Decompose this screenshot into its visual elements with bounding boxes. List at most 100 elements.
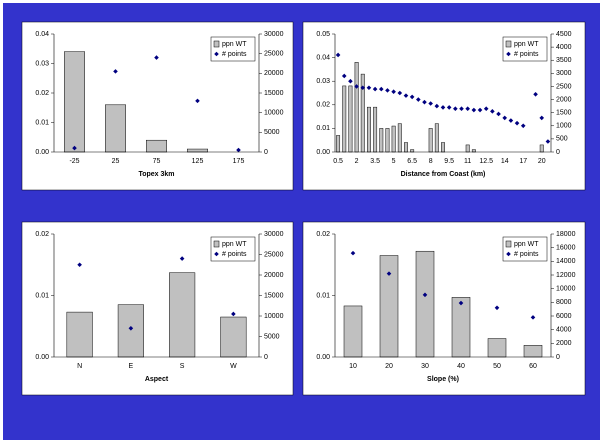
x-tick-label: 0.5 xyxy=(333,158,343,165)
point xyxy=(231,311,236,317)
point xyxy=(496,111,501,117)
bar xyxy=(169,272,196,358)
point xyxy=(520,123,526,129)
bar xyxy=(105,104,126,153)
x-tick-label: 6.5 xyxy=(407,158,417,165)
x-tick-label: 30 xyxy=(421,363,429,370)
point xyxy=(545,139,551,144)
point xyxy=(422,292,428,298)
bar xyxy=(471,149,476,153)
x-axis-title: Aspect xyxy=(145,376,169,383)
y2-tick-label: 4500 xyxy=(556,31,572,38)
y-tick-label: 0.00 xyxy=(316,149,330,156)
bar xyxy=(187,148,208,153)
point xyxy=(391,89,396,94)
point xyxy=(72,145,77,151)
x-tick-label: 17 xyxy=(519,158,527,165)
bar xyxy=(487,338,507,358)
point xyxy=(179,256,185,261)
bar xyxy=(146,139,167,153)
point xyxy=(409,94,415,100)
x-tick-label: 75 xyxy=(153,158,161,165)
point xyxy=(539,115,545,121)
point xyxy=(354,84,359,89)
point xyxy=(428,101,433,106)
x-tick-label: 5 xyxy=(392,158,396,165)
y-tick-label: 0.04 xyxy=(35,31,49,38)
y-tick-label: 0.00 xyxy=(35,149,49,156)
point xyxy=(533,92,538,97)
x-tick-label: 40 xyxy=(457,363,465,370)
y-tick-label: 0.05 xyxy=(316,31,330,38)
point xyxy=(440,105,446,110)
y-tick-label: 0.01 xyxy=(316,125,330,132)
y2-tick-label: 20000 xyxy=(264,70,284,77)
legend-swatch xyxy=(506,51,511,57)
point xyxy=(490,109,495,114)
legend-swatch xyxy=(214,51,219,57)
bar xyxy=(410,149,415,153)
point xyxy=(360,85,366,91)
legend-label: # points xyxy=(222,251,247,258)
y2-tick-label: 6000 xyxy=(556,313,572,320)
y2-tick-label: 0 xyxy=(556,354,560,361)
legend-label: ppn WT xyxy=(514,241,539,248)
y-tick-label: 0.02 xyxy=(316,231,330,238)
point xyxy=(348,78,353,84)
y2-tick-label: 30000 xyxy=(264,231,284,238)
y2-tick-label: 12000 xyxy=(556,272,576,279)
x-tick-label: 175 xyxy=(233,158,245,165)
y2-tick-label: 25000 xyxy=(264,251,284,258)
point xyxy=(494,305,500,311)
bar xyxy=(220,316,247,358)
y-tick-label: 0.01 xyxy=(35,119,49,126)
y2-tick-label: 0 xyxy=(264,149,268,156)
point xyxy=(77,262,82,268)
point xyxy=(386,271,392,276)
bar xyxy=(348,85,353,153)
point xyxy=(378,86,384,92)
legend-label: ppn WT xyxy=(514,41,539,48)
y-tick-label: 0.02 xyxy=(35,90,49,97)
x-tick-label: 60 xyxy=(529,363,537,370)
point xyxy=(154,55,159,60)
x-tick-label: N xyxy=(77,363,82,370)
y2-tick-label: 20000 xyxy=(264,272,284,279)
y2-tick-label: 10000 xyxy=(556,286,576,293)
y2-tick-label: 18000 xyxy=(556,231,576,238)
point xyxy=(483,106,489,112)
y2-tick-label: 8000 xyxy=(556,299,572,306)
y2-tick-label: 2000 xyxy=(556,96,572,103)
y2-tick-label: 1000 xyxy=(556,123,572,130)
x-axis-title: Topex 3km xyxy=(138,171,174,178)
y-tick-label: 0.03 xyxy=(35,60,49,67)
point xyxy=(502,115,508,121)
y2-tick-label: 5000 xyxy=(264,129,280,136)
bar xyxy=(404,142,408,153)
y-tick-label: 0.01 xyxy=(316,292,330,299)
x-tick-label: 14 xyxy=(501,158,509,165)
bar xyxy=(373,106,378,153)
x-tick-label: -25 xyxy=(69,158,79,165)
bar xyxy=(366,106,371,153)
bar xyxy=(379,255,399,358)
x-tick-label: E xyxy=(129,363,134,370)
y2-tick-label: 0 xyxy=(556,149,560,156)
legend-label: ppn WT xyxy=(222,241,247,248)
bar xyxy=(539,144,544,153)
y2-tick-label: 10000 xyxy=(264,110,284,117)
bar xyxy=(336,135,341,153)
y2-tick-label: 1500 xyxy=(556,110,572,117)
point xyxy=(514,120,520,126)
y2-tick-label: 14000 xyxy=(556,258,576,265)
legend-label: # points xyxy=(222,51,247,58)
point xyxy=(530,315,536,320)
point xyxy=(236,147,241,153)
y-tick-label: 0.02 xyxy=(316,102,330,109)
y2-tick-label: 16000 xyxy=(556,245,576,252)
x-tick-label: 9.5 xyxy=(444,158,454,165)
point xyxy=(477,107,483,113)
x-tick-label: 10 xyxy=(349,363,357,370)
x-tick-label: 12.5 xyxy=(479,158,493,165)
bar xyxy=(441,142,445,153)
